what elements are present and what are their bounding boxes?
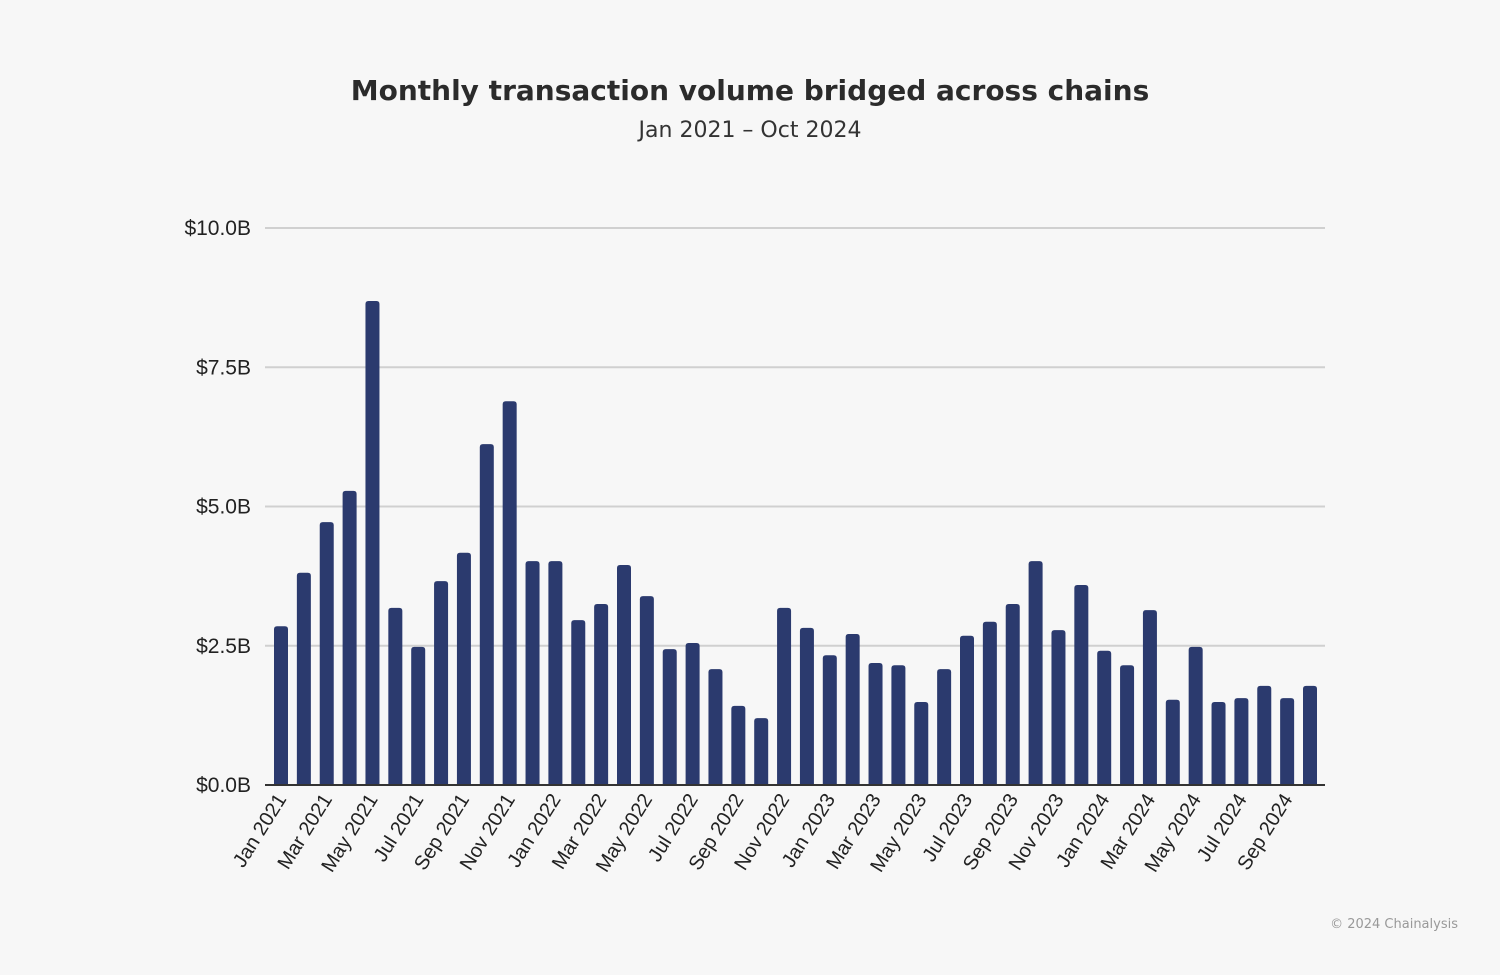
- bar-jun-2023: [937, 669, 952, 785]
- y-tick-label: $5.0B: [196, 496, 251, 519]
- bar-dec-2023: [1074, 585, 1089, 785]
- bar-oct-2021: [479, 444, 494, 785]
- bar-may-2023: [914, 702, 929, 785]
- bar-aug-2021: [434, 581, 449, 785]
- bar-jan-2024: [1097, 650, 1112, 785]
- bar-apr-2021: [342, 490, 357, 785]
- bar-may-2024: [1188, 646, 1203, 785]
- bar-oct-2023: [1028, 561, 1043, 785]
- bar-jan-2022: [548, 561, 563, 785]
- bar-mar-2021: [319, 522, 334, 785]
- bar-may-2021: [365, 300, 380, 785]
- bar-jul-2021: [411, 646, 426, 785]
- bar-mar-2024: [1142, 610, 1157, 785]
- bar-feb-2024: [1120, 665, 1135, 785]
- bar-feb-2023: [845, 634, 860, 785]
- bar-sep-2024: [1280, 698, 1295, 785]
- bar-jan-2023: [822, 655, 837, 785]
- bar-mar-2022: [594, 603, 609, 785]
- bar-aug-2022: [708, 669, 723, 785]
- bar-nov-2021: [502, 401, 517, 785]
- y-tick-label: $10.0B: [184, 217, 251, 240]
- bar-oct-2024: [1303, 685, 1317, 785]
- bar-jul-2023: [960, 635, 974, 785]
- y-tick-label: $2.5B: [196, 635, 251, 658]
- bar-nov-2022: [777, 607, 792, 785]
- bar-sep-2021: [456, 552, 471, 785]
- bar-jun-2022: [662, 649, 677, 785]
- chart-title: Monthly transaction volume bridged acros…: [350, 74, 1150, 107]
- bar-feb-2021: [296, 572, 311, 785]
- bar-mar-2023: [868, 663, 883, 785]
- bar-jul-2022: [685, 642, 700, 785]
- bar-aug-2023: [982, 621, 997, 785]
- bar-apr-2023: [891, 665, 906, 785]
- bar-sep-2022: [731, 705, 746, 785]
- bar-dec-2022: [799, 627, 814, 785]
- bar-nov-2023: [1051, 630, 1066, 785]
- bar-may-2022: [639, 596, 654, 785]
- bar-jul-2024: [1234, 698, 1249, 785]
- chart-subtitle: Jan 2021 – Oct 2024: [638, 118, 862, 143]
- bar-oct-2022: [754, 718, 769, 785]
- bar-sep-2023: [1005, 603, 1020, 785]
- bar-jun-2024: [1211, 702, 1226, 785]
- copyright-footer: © 2024 Chainalysis: [1330, 917, 1458, 932]
- y-tick-label: $7.5B: [196, 356, 251, 379]
- bar-apr-2022: [617, 564, 631, 785]
- bar-dec-2021: [525, 561, 540, 785]
- bar-jun-2021: [388, 607, 403, 785]
- y-tick-label: $0.0B: [196, 774, 251, 797]
- bar-feb-2022: [571, 620, 586, 785]
- bar-aug-2024: [1257, 685, 1272, 785]
- bar-apr-2024: [1165, 699, 1180, 785]
- bar-jan-2021: [274, 626, 288, 785]
